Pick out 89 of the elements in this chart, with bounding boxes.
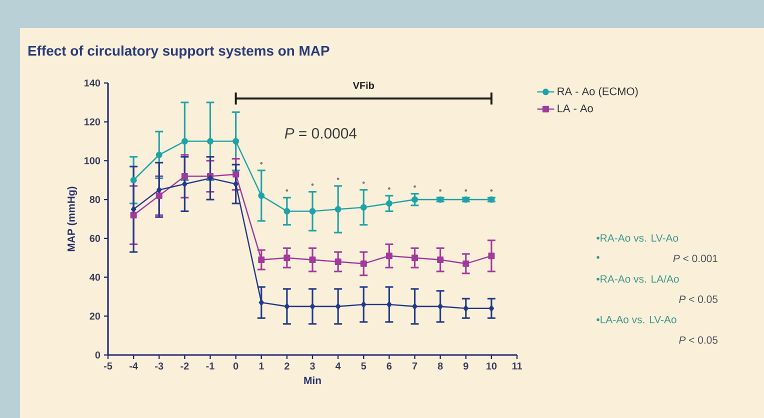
- point: [386, 252, 392, 260]
- x-tick-label: 10: [486, 362, 497, 370]
- x-tick-label: 3: [310, 362, 315, 370]
- point: [361, 301, 366, 308]
- point: [284, 303, 290, 310]
- y-tick-label: 60: [90, 234, 100, 242]
- point: [334, 258, 342, 265]
- y-tick-label: 20: [90, 312, 100, 320]
- y-tick-label: 0: [95, 351, 100, 359]
- point: [360, 204, 367, 211]
- point: [309, 256, 316, 264]
- x-tick-label: -4: [130, 362, 138, 370]
- annotation: •: [260, 162, 263, 164]
- x-tick-label: 4: [335, 362, 341, 370]
- point: [130, 212, 137, 218]
- point: [463, 305, 468, 312]
- x-tick-label: 6: [386, 362, 392, 370]
- annotation: •: [336, 178, 340, 180]
- text: •RA-Ao vs. LV-Ao: [596, 234, 678, 242]
- text: •LA-Ao vs. LV-Ao: [596, 316, 676, 324]
- point: [335, 303, 341, 310]
- y-tick-label: 80: [90, 196, 100, 204]
- x-tick-label: 5: [361, 362, 366, 370]
- text: P < 0.001: [673, 254, 718, 262]
- text: P < 0.05: [679, 296, 718, 303]
- point: [232, 171, 240, 178]
- x-tick-label: 9: [463, 362, 468, 370]
- x-tick-label: 1: [259, 362, 264, 370]
- y-axis-title: MAP (mmHg): [67, 186, 78, 252]
- point: [156, 186, 162, 194]
- x-tick-label: 0: [233, 362, 238, 370]
- point: [412, 303, 418, 310]
- legend-label: LA - Ao: [558, 104, 593, 112]
- annotation: •: [388, 187, 390, 190]
- x-axis-title: Min: [304, 376, 321, 384]
- y-tick-label: 40: [90, 274, 100, 281]
- point: [156, 192, 162, 199]
- point: [258, 192, 265, 199]
- point: [438, 303, 443, 310]
- annotation: •: [464, 189, 468, 192]
- point: [130, 206, 136, 213]
- y-tick-label: 120: [84, 118, 100, 126]
- text: •RA-Ao vs. LA/Ao: [596, 275, 679, 283]
- point: [130, 176, 137, 184]
- point: [181, 138, 188, 145]
- annotation: •: [362, 181, 365, 184]
- point: [309, 208, 316, 214]
- annotation: •: [439, 189, 442, 192]
- point: [182, 180, 188, 188]
- annotation: P = 0.0004: [284, 128, 357, 139]
- annotation: •: [286, 189, 288, 192]
- point: [258, 299, 264, 306]
- x-tick-label: 2: [284, 362, 290, 370]
- point: [488, 305, 494, 312]
- point: [156, 152, 162, 158]
- point: [310, 303, 316, 310]
- point: [386, 301, 392, 308]
- legend-label: RA - Ao (ECMO): [558, 87, 638, 98]
- point: [258, 256, 265, 264]
- annotation: •: [414, 185, 416, 188]
- point: [284, 254, 290, 262]
- point: [412, 254, 418, 262]
- y-tick-label: 140: [84, 79, 100, 87]
- x-tick-label: -3: [155, 362, 164, 370]
- x-tick-label: -1: [206, 362, 214, 370]
- annotation: •: [490, 189, 493, 192]
- y-tick-label: 100: [84, 157, 100, 164]
- annotation: •: [311, 183, 314, 186]
- point: [181, 173, 188, 180]
- point: [207, 138, 214, 145]
- point: [462, 260, 470, 267]
- series-label: VFib: [352, 82, 374, 90]
- point: [284, 208, 290, 214]
- point: [360, 260, 367, 267]
- text: •: [596, 256, 600, 259]
- point: [232, 138, 240, 145]
- x-tick-label: -2: [180, 362, 189, 370]
- text: P < 0.05: [679, 336, 718, 344]
- point: [437, 256, 444, 264]
- x-tick-label: 7: [412, 362, 418, 370]
- point: [488, 252, 495, 260]
- x-tick-label: -5: [104, 362, 112, 370]
- point: [386, 200, 392, 207]
- chart-title: Effect of circulatory support systems on MAP: [28, 45, 330, 58]
- point: [334, 206, 342, 213]
- point: [233, 180, 238, 188]
- x-tick-label: 11: [512, 362, 522, 370]
- x-tick-label: 8: [438, 362, 443, 370]
- point: [412, 196, 418, 203]
